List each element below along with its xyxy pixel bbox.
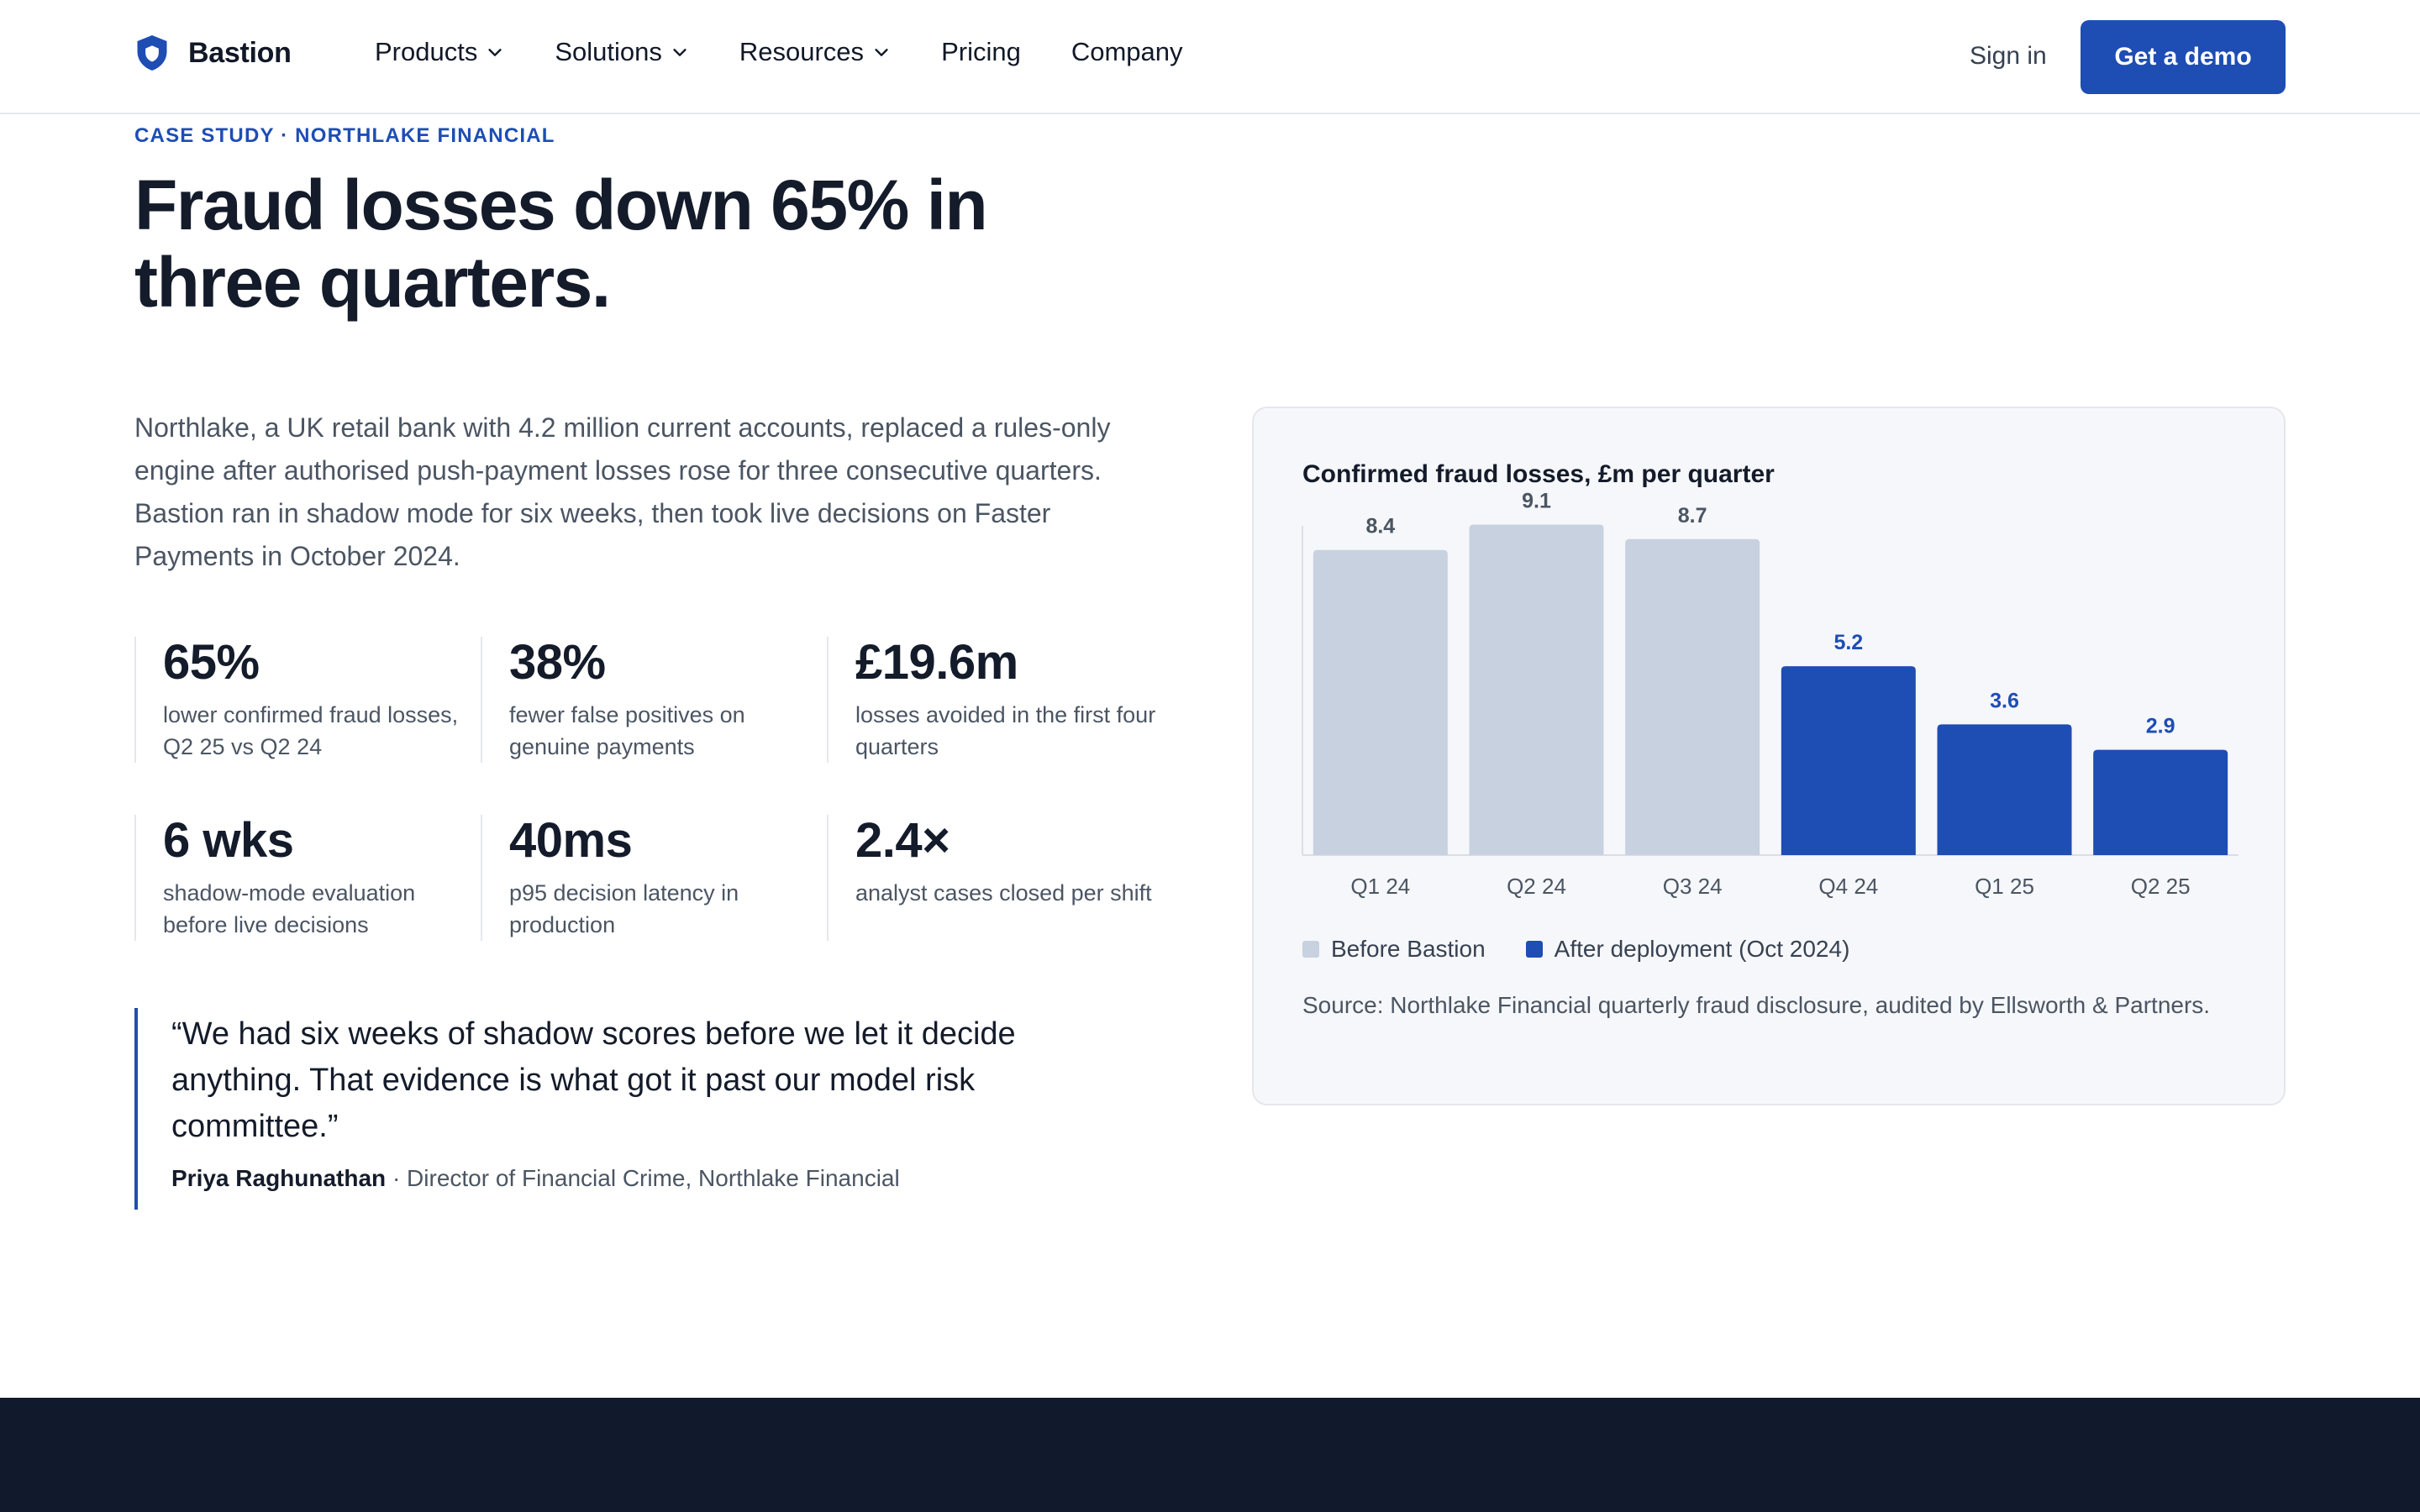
x-tick-label: Q1 25 — [1975, 874, 2034, 899]
x-tick-label: Q2 25 — [2131, 874, 2191, 899]
bar-chart: 8.4 Q1 24 9.1 Q2 24 8.7 Q3 24 5.2 Q4 24 3.6 Q1 25… — [1302, 489, 2238, 899]
quote-attribution: Priya Raghunathan · Director of Financia… — [171, 1165, 1143, 1192]
legend-swatch — [1525, 941, 1543, 958]
chevron-down-icon — [673, 49, 687, 56]
quote-text: “We had six weeks of shadow scores befor… — [171, 1016, 1016, 1144]
x-tick-label: Q2 24 — [1507, 874, 1566, 899]
stat-value: 6 wks — [163, 813, 294, 868]
intro-paragraph: Northlake, a UK retail bank with 4.2 mil… — [134, 412, 1111, 571]
stats-grid: 65% lower confirmed fraud losses, Q2 25 … — [134, 637, 1176, 941]
stat-item: 6 wks shadow-mode evaluation before live… — [134, 815, 481, 941]
stat-value: 2.4× — [855, 813, 950, 868]
main-menu: Products Solutions Resources Pricing Com… — [375, 37, 1234, 67]
stat-label: lower confirmed fraud losses, Q2 25 vs Q… — [163, 702, 459, 759]
nav-label: Solutions — [555, 37, 662, 66]
brand-name: Bastion — [188, 36, 292, 69]
nav-resources[interactable]: Resources — [739, 37, 891, 67]
chevron-down-icon — [488, 49, 502, 56]
stat-label: losses avoided in the first four quarter… — [855, 702, 1156, 759]
stat-item: 38% fewer false positives on genuine pay… — [481, 637, 827, 763]
stat-label: analyst cases closed per shift — [855, 880, 1152, 906]
legend-swatch — [1302, 941, 1319, 958]
chart-bar — [1625, 538, 1760, 855]
page-title: Fraud losses down 65% in three quarters. — [134, 165, 988, 322]
stat-item: 40ms p95 decision latency in production — [481, 815, 827, 941]
x-tick-label: Q1 24 — [1350, 874, 1410, 899]
chevron-down-icon — [875, 49, 888, 56]
sign-in-link[interactable]: Sign in — [1970, 42, 2047, 70]
legend-label: After deployment (Oct 2024) — [1554, 936, 1850, 962]
nav-pricing[interactable]: Pricing — [941, 37, 1021, 67]
nav-label: Products — [375, 37, 478, 66]
chart-title: Confirmed fraud losses, £m per quarter — [1302, 460, 1775, 488]
chart-source: Source: Northlake Financial quarterly fr… — [1302, 992, 2211, 1018]
brand-logo[interactable]: Bastion — [134, 34, 292, 72]
nav-label: Company — [1071, 37, 1183, 66]
legend-item-before: Before Bastion — [1302, 936, 1486, 963]
stat-label: fewer false positives on genuine payment… — [509, 702, 745, 759]
shield-icon — [137, 35, 167, 71]
nav-products[interactable]: Products — [375, 37, 504, 67]
top-nav: Bastion Products Solutions Resources Pri… — [0, 0, 2420, 114]
nav-label: Pricing — [941, 37, 1021, 66]
stat-value: 38% — [509, 635, 606, 690]
bar-data-label: 8.7 — [1678, 504, 1707, 528]
stat-value: 65% — [163, 635, 260, 690]
customer-quote: “We had six weeks of shadow scores befor… — [134, 1008, 1143, 1210]
stat-item: 2.4× analyst cases closed per shift — [827, 815, 1173, 941]
x-tick-label: Q3 24 — [1663, 874, 1723, 899]
bar-data-label: 3.6 — [1990, 689, 2019, 712]
bar-data-label: 2.9 — [2146, 715, 2175, 738]
bar-data-label: 9.1 — [1522, 489, 1551, 512]
stat-item: £19.6m losses avoided in the first four … — [827, 637, 1173, 763]
legend-item-after: After deployment (Oct 2024) — [1525, 936, 1850, 963]
quote-role: · Director of Financial Crime, Northlake… — [386, 1165, 900, 1191]
get-demo-button[interactable]: Get a demo — [2081, 20, 2286, 94]
footer — [0, 1398, 2420, 1512]
quote-author: Priya Raghunathan — [171, 1165, 387, 1191]
chart-bar — [1781, 666, 1916, 855]
bar-data-label: 8.4 — [1365, 515, 1395, 538]
chart-bar — [1313, 549, 1448, 855]
chart-bar — [2093, 749, 2228, 855]
bar-data-label: 5.2 — [1833, 631, 1863, 654]
stat-item: 65% lower confirmed fraud losses, Q2 25 … — [134, 637, 481, 763]
stat-label: shadow-mode evaluation before live decis… — [163, 880, 416, 937]
chart-bar — [1469, 524, 1604, 855]
nav-company[interactable]: Company — [1071, 37, 1183, 67]
chart-legend: Before Bastion After deployment (Oct 202… — [1302, 936, 1890, 963]
chart-bar — [1937, 724, 2072, 855]
stat-value: £19.6m — [855, 635, 1018, 690]
x-tick-label: Q4 24 — [1818, 874, 1878, 899]
nav-solutions[interactable]: Solutions — [555, 37, 689, 67]
chart-card: Confirmed fraud losses, £m per quarter 8… — [1252, 407, 2286, 1105]
case-study-eyebrow: CASE STUDY · NORTHLAKE FINANCIAL — [134, 124, 555, 147]
legend-label: Before Bastion — [1331, 936, 1486, 962]
stat-value: 40ms — [509, 813, 633, 868]
stat-label: p95 decision latency in production — [509, 880, 739, 937]
nav-label: Resources — [739, 37, 865, 66]
